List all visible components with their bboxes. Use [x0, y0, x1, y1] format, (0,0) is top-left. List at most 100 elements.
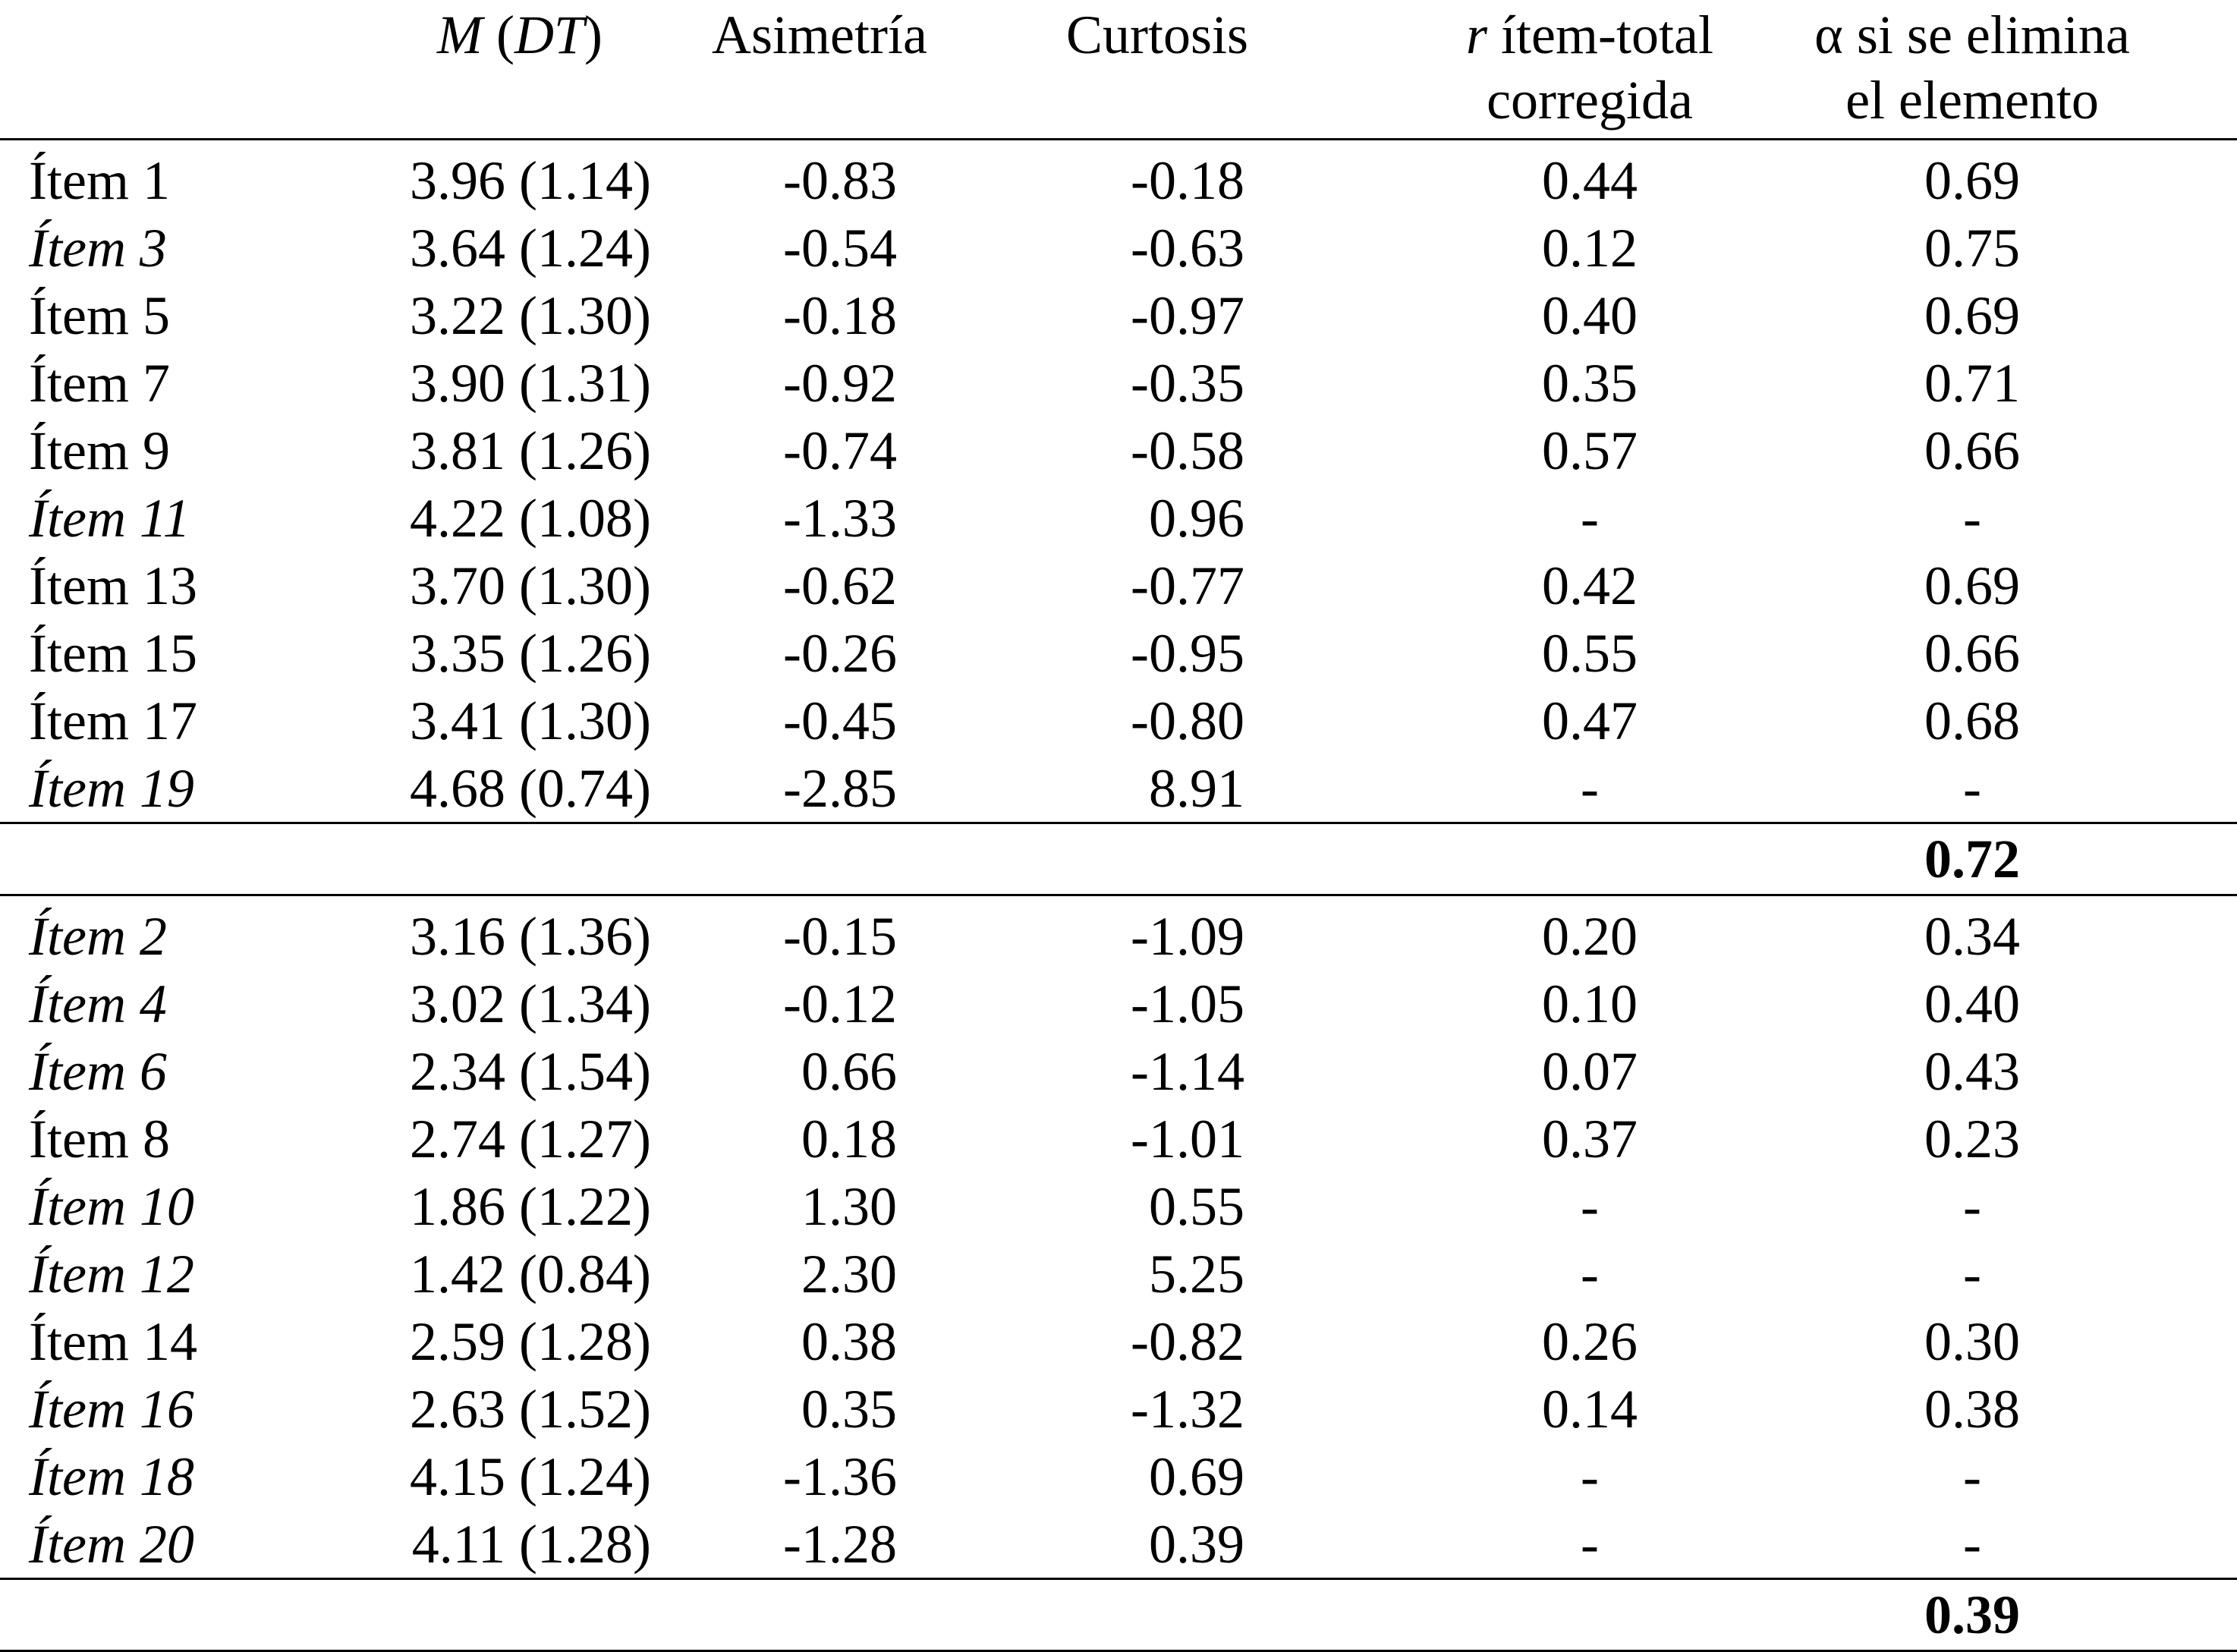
- header-alpha-if-deleted: α si se elimina el elemento: [1753, 0, 2237, 140]
- header-curtosis: Curtosis: [1065, 5, 1249, 65]
- total-empty-cell: [334, 1578, 675, 1652]
- asimetria-cell: -0.12: [783, 973, 897, 1034]
- alpha-cell: 0.38: [1924, 1378, 2020, 1440]
- alpha-cell: -: [1963, 1175, 1981, 1237]
- asimetria-cell: -0.15: [675, 894, 1009, 970]
- r-item-total-cell: -: [1581, 487, 1599, 549]
- r-item-total-cell: -: [1581, 1243, 1599, 1304]
- table-row: Ítem 10 1.86 (1.22) 1.30 0.55 - -: [0, 1172, 2237, 1240]
- asimetria-cell: 0.35: [801, 1378, 897, 1440]
- total-empty-cell: [675, 822, 1009, 896]
- r-item-total-cell: -: [1581, 757, 1599, 819]
- asimetria-cell: -0.83: [675, 138, 1009, 214]
- mean-sd-cell: 3.41 (1.30): [410, 690, 651, 751]
- asimetria-cell: -0.45: [783, 690, 897, 751]
- r-item-total-cell: 0.12: [1542, 217, 1638, 278]
- curtosis-cell: -0.18: [1009, 138, 1396, 214]
- mean-sd-cell: 2.74 (1.27): [410, 1108, 651, 1169]
- mean-sd-cell: 3.90 (1.31): [410, 352, 651, 414]
- asimetria-cell: 0.38: [801, 1311, 897, 1372]
- curtosis-cell: 0.96: [1149, 487, 1244, 549]
- table-body: Ítem 1 3.96 (1.14) -0.83 -0.18 0.44 0.69 Ítem …: [0, 138, 2237, 1652]
- alpha-cell: -: [1963, 487, 1981, 549]
- alpha-cell: -: [1963, 1446, 1981, 1507]
- asimetria-cell: -0.26: [783, 622, 897, 684]
- curtosis-cell: 8.91: [1149, 757, 1244, 819]
- header-sd-symbol: DT: [514, 5, 585, 65]
- alpha-cell: 0.69: [1753, 138, 2237, 214]
- header-alpha-line2: el elemento: [1845, 70, 2099, 131]
- alpha-cell: 0.71: [1924, 352, 2020, 414]
- table-row: Ítem 3 3.64 (1.24) -0.54 -0.63 0.12 0.75: [0, 214, 2237, 282]
- asimetria-cell: 2.30: [801, 1243, 897, 1304]
- table-row: Ítem 1 3.96 (1.14) -0.83 -0.18 0.44 0.69: [0, 138, 2237, 214]
- total-empty-cell: [1009, 1578, 1396, 1652]
- table-row: Ítem 17 3.41 (1.30) -0.45 -0.80 0.47 0.68: [0, 687, 2237, 754]
- item-label: Ítem 10: [29, 1175, 194, 1237]
- r-item-total-cell: 0.40: [1542, 285, 1638, 346]
- curtosis-cell: -0.63: [1131, 217, 1244, 278]
- curtosis-cell: -0.97: [1131, 285, 1244, 346]
- table-row: Ítem 14 2.59 (1.28) 0.38 -0.82 0.26 0.30: [0, 1307, 2237, 1375]
- curtosis-cell: -0.80: [1131, 690, 1244, 751]
- item-label: Ítem 4: [29, 973, 167, 1034]
- item-label: Ítem 17: [29, 690, 197, 751]
- r-item-total-cell: -: [1581, 1446, 1599, 1507]
- item-label: Ítem 13: [29, 555, 197, 616]
- total-empty-cell: [334, 822, 675, 896]
- r-item-total-cell: 0.07: [1542, 1040, 1638, 1102]
- mean-sd-cell: 2.59 (1.28): [410, 1311, 651, 1372]
- table-row: Ítem 19 4.68 (0.74) -2.85 8.91 - -: [0, 754, 2237, 823]
- curtosis-cell: 0.39: [1149, 1513, 1244, 1575]
- alpha-cell: 0.40: [1924, 973, 2020, 1034]
- asimetria-cell: -2.85: [783, 757, 897, 819]
- item-label: Ítem 6: [29, 1040, 167, 1102]
- r-item-total-cell: 0.35: [1542, 352, 1638, 414]
- asimetria-cell: -1.33: [783, 487, 897, 549]
- total-alpha-row: 0.72: [0, 822, 2237, 896]
- curtosis-cell: -0.77: [1131, 555, 1244, 616]
- mean-sd-cell: 4.15 (1.24): [410, 1446, 651, 1507]
- r-item-total-cell: 0.14: [1542, 1378, 1638, 1440]
- mean-sd-cell: 3.81 (1.26): [410, 420, 651, 481]
- r-item-total-cell: -: [1581, 1175, 1599, 1237]
- alpha-cell: 0.69: [1924, 555, 2020, 616]
- table-row: Ítem 16 2.63 (1.52) 0.35 -1.32 0.14 0.38: [0, 1375, 2237, 1443]
- asimetria-cell: -0.18: [783, 285, 897, 346]
- alpha-cell: 0.66: [1924, 622, 2020, 684]
- table-row: Ítem 4 3.02 (1.34) -0.12 -1.05 0.10 0.40: [0, 970, 2237, 1037]
- table-row: Ítem 20 4.11 (1.28) -1.28 0.39 - -: [0, 1510, 2237, 1579]
- alpha-cell: -: [1963, 757, 1981, 819]
- header-paren-open: (: [482, 5, 514, 65]
- alpha-cell: 0.66: [1924, 420, 2020, 481]
- header-r-line2: corregida: [1487, 70, 1693, 131]
- asimetria-cell: -0.62: [783, 555, 897, 616]
- r-item-total-cell: -: [1581, 1513, 1599, 1575]
- total-empty-cell: [1009, 822, 1396, 896]
- alpha-cell: 0.75: [1924, 217, 2020, 278]
- header-asimetria: Asimetría: [712, 5, 927, 65]
- total-empty-cell: [675, 1578, 1009, 1652]
- item-label: Ítem 8: [29, 1108, 170, 1169]
- total-empty-cell: [1396, 822, 1753, 896]
- header-r-line1: ítem-total: [1487, 5, 1713, 65]
- curtosis-cell: 0.69: [1149, 1446, 1244, 1507]
- mean-sd-cell: 4.11 (1.28): [411, 1513, 651, 1575]
- item-label: Ítem 2: [0, 894, 334, 970]
- mean-sd-cell: 3.96 (1.14): [334, 138, 675, 214]
- header-mean-sd: M (DT): [334, 0, 675, 140]
- asimetria-cell: 0.66: [801, 1040, 897, 1102]
- r-item-total-cell: 0.20: [1396, 894, 1753, 970]
- item-label: Ítem 19: [29, 757, 194, 819]
- asimetria-cell: 0.18: [801, 1108, 897, 1169]
- table-row: Ítem 9 3.81 (1.26) -0.74 -0.58 0.57 0.66: [0, 417, 2237, 484]
- item-label: Ítem 9: [29, 420, 170, 481]
- header-r-symbol: r: [1466, 5, 1488, 65]
- asimetria-cell: -1.28: [783, 1513, 897, 1575]
- item-label: Ítem 1: [0, 138, 334, 214]
- total-empty-cell: [1396, 1578, 1753, 1652]
- r-item-total-cell: 0.26: [1542, 1311, 1638, 1372]
- curtosis-cell: -1.01: [1131, 1108, 1244, 1169]
- curtosis-cell: -0.35: [1131, 352, 1244, 414]
